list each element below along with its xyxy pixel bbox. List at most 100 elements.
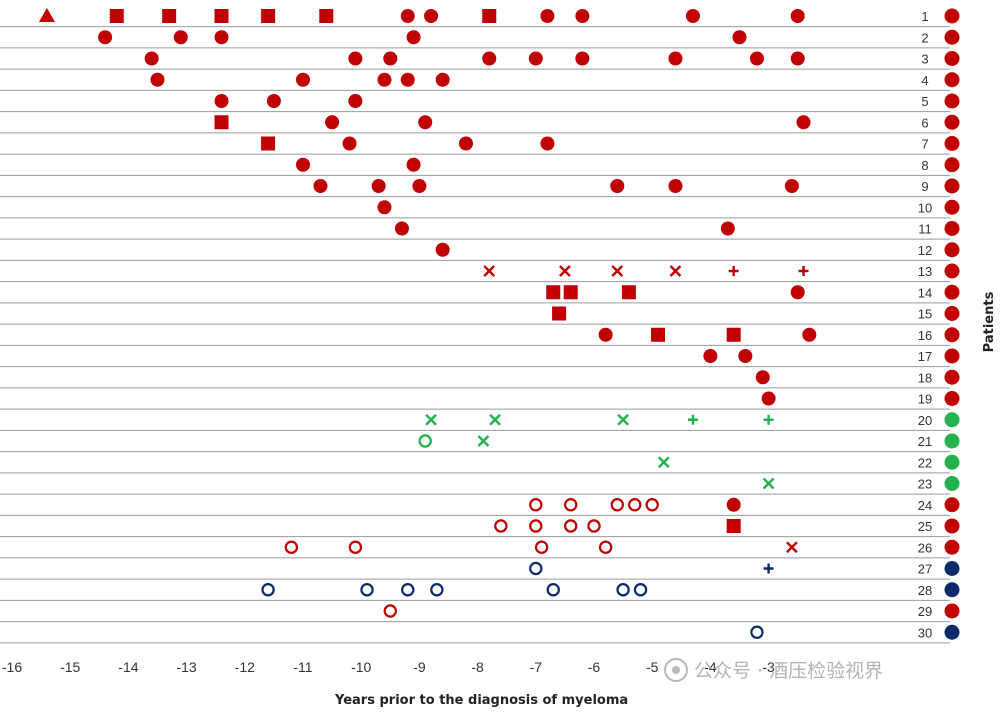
data-points <box>38 8 817 639</box>
y-tick-label: 10 <box>918 200 932 215</box>
data-point-cross <box>559 265 571 277</box>
x-axis-label: Years prior to the diagnosis of myeloma <box>334 693 628 708</box>
data-point-cross <box>477 435 490 447</box>
data-point-circle <box>458 136 473 151</box>
y-tick-label: 14 <box>918 285 932 300</box>
data-point-circle <box>720 221 735 236</box>
data-point-circle <box>400 72 415 87</box>
data-point-open-circle <box>534 540 549 554</box>
data-point-cross <box>611 265 624 277</box>
diagnosis-marker <box>944 412 960 428</box>
data-point-circle <box>802 327 817 342</box>
diagnosis-marker <box>944 582 960 598</box>
data-point-circle <box>755 370 770 385</box>
data-point-circle <box>150 72 165 87</box>
data-point-open-circle <box>564 498 578 512</box>
y-tick-label: 29 <box>918 604 932 619</box>
data-point-open-circle <box>261 583 275 597</box>
data-point-circle <box>348 94 363 108</box>
watermark-logo-icon <box>664 658 688 682</box>
diagnosis-marker <box>944 136 960 151</box>
x-tick-label: -15 <box>60 659 80 675</box>
data-point-circle <box>540 9 555 23</box>
x-tick-label: -3 <box>762 659 775 675</box>
x-tick-label: -6 <box>588 659 601 675</box>
x-tick-label: -10 <box>351 659 371 675</box>
data-point-circle <box>790 51 805 66</box>
y-tick-label: 15 <box>918 307 932 322</box>
diagnosis-marker <box>944 391 960 406</box>
data-point-circle <box>400 9 415 23</box>
x-tick-label: -7 <box>530 659 543 675</box>
data-point-circle <box>313 179 328 193</box>
diagnosis-marker <box>944 603 960 619</box>
data-point-plus <box>763 414 774 425</box>
data-point-circle <box>214 94 229 108</box>
y-tick-label: 3 <box>921 52 928 67</box>
data-point-circle <box>418 115 433 130</box>
data-point-square <box>546 285 561 300</box>
data-point-circle <box>406 30 421 45</box>
x-tick-label: -9 <box>413 659 426 675</box>
data-point-plus <box>687 414 698 425</box>
data-point-square <box>726 519 741 533</box>
diagnosis-marker <box>944 624 960 640</box>
data-point-circle <box>732 30 747 45</box>
y-axis-ticks: 1234567891011121314151617181920212223242… <box>918 9 932 640</box>
data-point-open-circle <box>529 561 543 576</box>
data-point-square <box>726 327 741 342</box>
data-point-square <box>261 136 276 151</box>
diagnosis-marker <box>944 221 960 236</box>
x-tick-label: -14 <box>118 659 138 675</box>
data-point-circle <box>371 179 386 193</box>
data-point-circle <box>435 72 450 87</box>
data-point-circle <box>348 51 363 66</box>
y-tick-label: 4 <box>921 73 928 88</box>
data-point-plus <box>763 563 774 574</box>
data-point-circle <box>424 9 439 23</box>
data-point-square <box>563 285 578 300</box>
y-tick-label: 24 <box>918 498 932 513</box>
data-point-plus <box>798 266 809 276</box>
x-tick-label: -5 <box>646 659 659 675</box>
diagnosis-marker <box>944 518 960 534</box>
y-tick-label: 21 <box>918 434 932 449</box>
data-point-square <box>261 9 276 23</box>
diagnosis-marker <box>944 242 960 258</box>
y-tick-label: 19 <box>918 392 932 407</box>
data-point-square <box>162 9 177 23</box>
diagnosis-markers <box>944 8 960 640</box>
diagnosis-marker <box>944 306 960 321</box>
y-tick-label: 25 <box>918 519 932 534</box>
data-point-circle <box>296 157 310 172</box>
diagnosis-marker <box>944 539 960 555</box>
data-point-circle <box>98 30 113 45</box>
data-point-circle <box>790 285 805 300</box>
data-point-open-circle <box>418 434 432 448</box>
watermark-logo-dot <box>672 666 680 674</box>
data-point-circle <box>528 51 543 66</box>
y-tick-label: 28 <box>918 583 932 598</box>
data-point-circle <box>761 391 776 406</box>
diagnosis-marker <box>944 497 960 513</box>
data-point-open-circle <box>383 604 397 618</box>
diagnosis-marker <box>944 93 960 109</box>
data-point-circle <box>214 30 229 45</box>
data-point-cross <box>786 541 798 554</box>
y-tick-label: 5 <box>921 94 928 109</box>
y-tick-label: 6 <box>921 115 928 130</box>
diagnosis-marker <box>944 476 960 491</box>
y-tick-label: 16 <box>918 328 932 343</box>
data-point-circle <box>435 242 450 257</box>
diagnosis-marker <box>944 51 960 66</box>
data-point-cross <box>657 456 670 469</box>
diagnosis-marker <box>944 433 960 449</box>
data-point-circle <box>796 115 811 130</box>
x-axis-ticks: -16 -15 -14 -13 -12 -11 -10 -9 -8 -7 -6 -5 -4 -3 <box>2 659 775 675</box>
data-point-open-circle <box>430 583 444 597</box>
y-tick-label: 13 <box>918 264 932 279</box>
data-point-circle <box>575 51 590 66</box>
data-point-circle <box>726 497 741 512</box>
data-point-cross <box>762 477 775 490</box>
